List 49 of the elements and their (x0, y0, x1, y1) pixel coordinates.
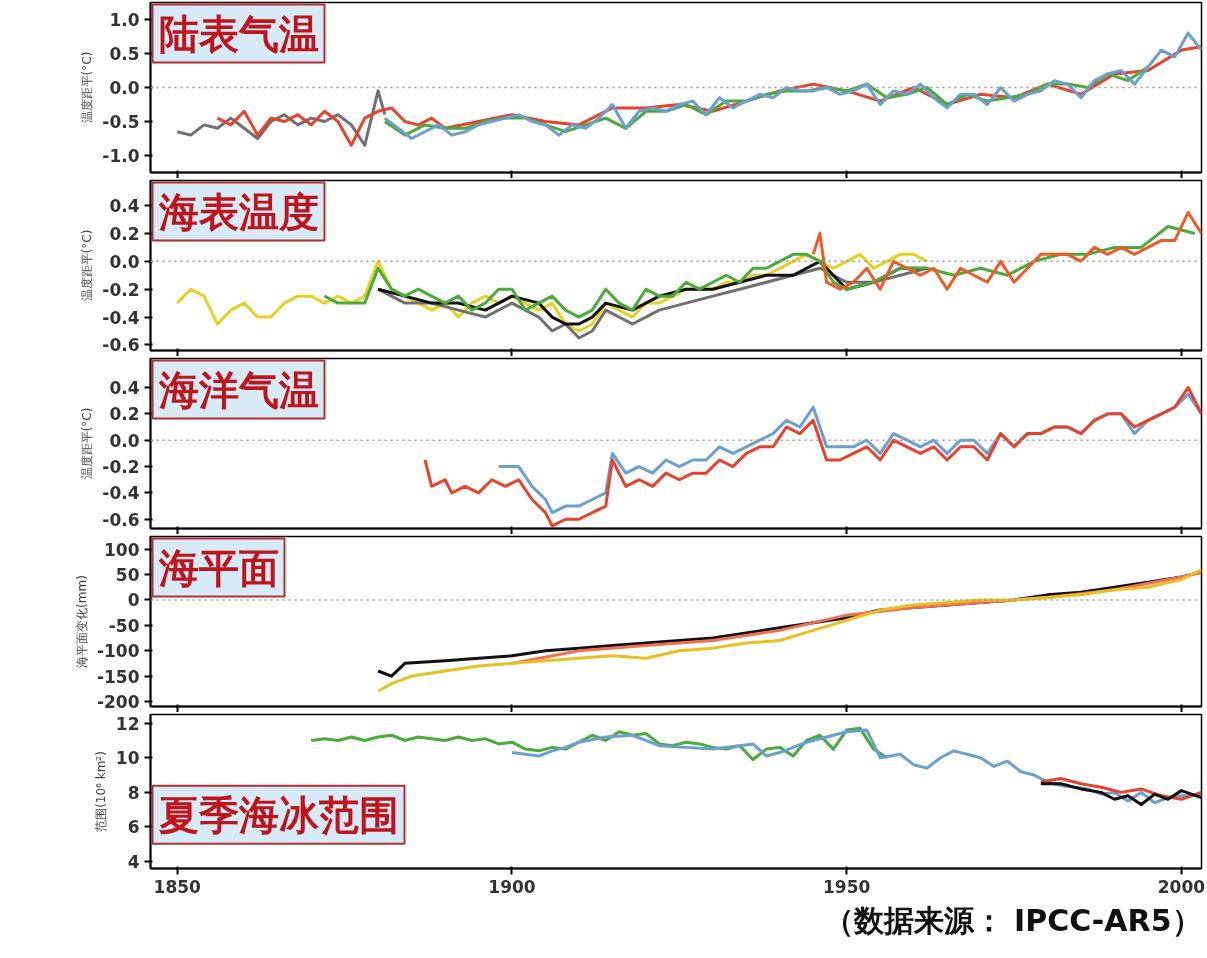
y-axis-title: 温度距平(°C) (80, 229, 95, 302)
y-axis-title: 温度距平(°C) (80, 51, 95, 124)
y-tick-label: -100 (96, 641, 140, 662)
y-tick-label: -0.6 (102, 335, 140, 356)
y-tick-label: 0.4 (109, 377, 140, 398)
y-tick-label: -0.6 (102, 509, 140, 530)
y-tick-label: 0.4 (109, 196, 140, 217)
y-tick-label: 50 (115, 565, 140, 586)
line-series (323, 224, 1197, 319)
y-tick-label: -50 (108, 615, 140, 636)
chart-title: 海平面 (157, 544, 279, 591)
y-tick-label: 10 (115, 748, 140, 769)
y-tick-label: -0.2 (102, 457, 140, 478)
y-axis-title: 范围(10⁶ km²) (93, 751, 108, 832)
y-tick-label: 0 (127, 590, 140, 611)
x-tick-label: 2000 (1157, 876, 1206, 897)
line-series (811, 211, 1202, 291)
x-tick-label: 1900 (488, 876, 536, 897)
line-series (383, 31, 1202, 140)
chart-title: 海表温度 (157, 188, 319, 235)
y-tick-label: 0.0 (109, 251, 140, 272)
y-tick-label: 6 (127, 817, 140, 838)
y-tick-label: 1.0 (109, 10, 140, 30)
x-tick-label: 1850 (153, 876, 202, 897)
y-axis-title: 海平面变化(mm) (74, 575, 89, 668)
y-axis-title: 温度距平(°C) (80, 407, 95, 480)
y-tick-label: -0.2 (102, 279, 140, 300)
y-tick-label: 0.0 (109, 430, 140, 451)
y-tick-label: -200 (96, 691, 140, 712)
y-tick-label: 0.5 (109, 44, 140, 64)
chart-title: 海洋气温 (157, 366, 319, 413)
chart-title: 陆表气温 (158, 10, 319, 57)
y-tick-label: -0.4 (102, 483, 140, 504)
y-tick-label: 8 (127, 782, 140, 803)
y-tick-label: 12 (115, 713, 140, 734)
line-series (423, 385, 1202, 528)
x-tick-label: 1950 (823, 876, 871, 897)
y-tick-label: 0.2 (109, 404, 140, 425)
y-tick-label: 4 (127, 852, 140, 873)
y-tick-label: -0.5 (102, 112, 140, 132)
text: 夏季海冰范围 (158, 791, 399, 838)
y-tick-label: -0.4 (102, 307, 140, 328)
y-tick-label: -1.0 (102, 146, 140, 166)
y-tick-label: -150 (96, 666, 140, 687)
y-tick-label: 0.0 (109, 78, 140, 98)
y-tick-label: 0.2 (109, 223, 140, 244)
y-tick-label: 100 (104, 539, 140, 560)
line-series (1039, 782, 1202, 806)
text: （数据来源： IPCC-AR5） (823, 902, 1202, 938)
